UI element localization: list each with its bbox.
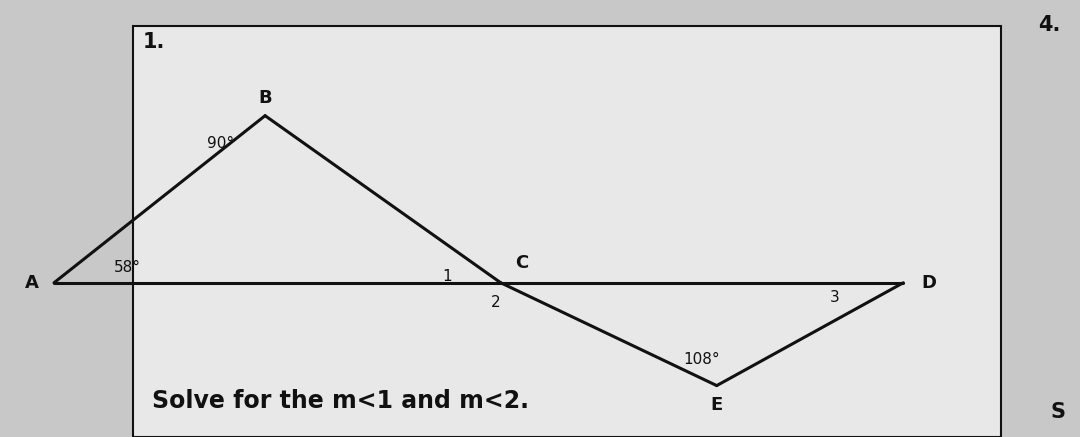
Text: E: E <box>711 396 723 414</box>
Text: 1.: 1. <box>143 32 165 52</box>
Text: S: S <box>1050 402 1065 422</box>
Text: 2: 2 <box>491 295 501 309</box>
Text: 4.: 4. <box>1038 15 1061 35</box>
FancyBboxPatch shape <box>133 26 1001 437</box>
Text: D: D <box>921 274 936 292</box>
Text: 108°: 108° <box>684 352 720 368</box>
Text: 3: 3 <box>829 290 839 305</box>
Text: 58°: 58° <box>114 260 141 275</box>
Text: Solve for the m<1 and m<2.: Solve for the m<1 and m<2. <box>152 388 529 413</box>
Text: A: A <box>26 274 39 292</box>
Text: C: C <box>515 254 529 272</box>
Text: B: B <box>258 89 272 107</box>
Text: 90°: 90° <box>207 136 234 151</box>
Text: 1: 1 <box>442 269 451 284</box>
